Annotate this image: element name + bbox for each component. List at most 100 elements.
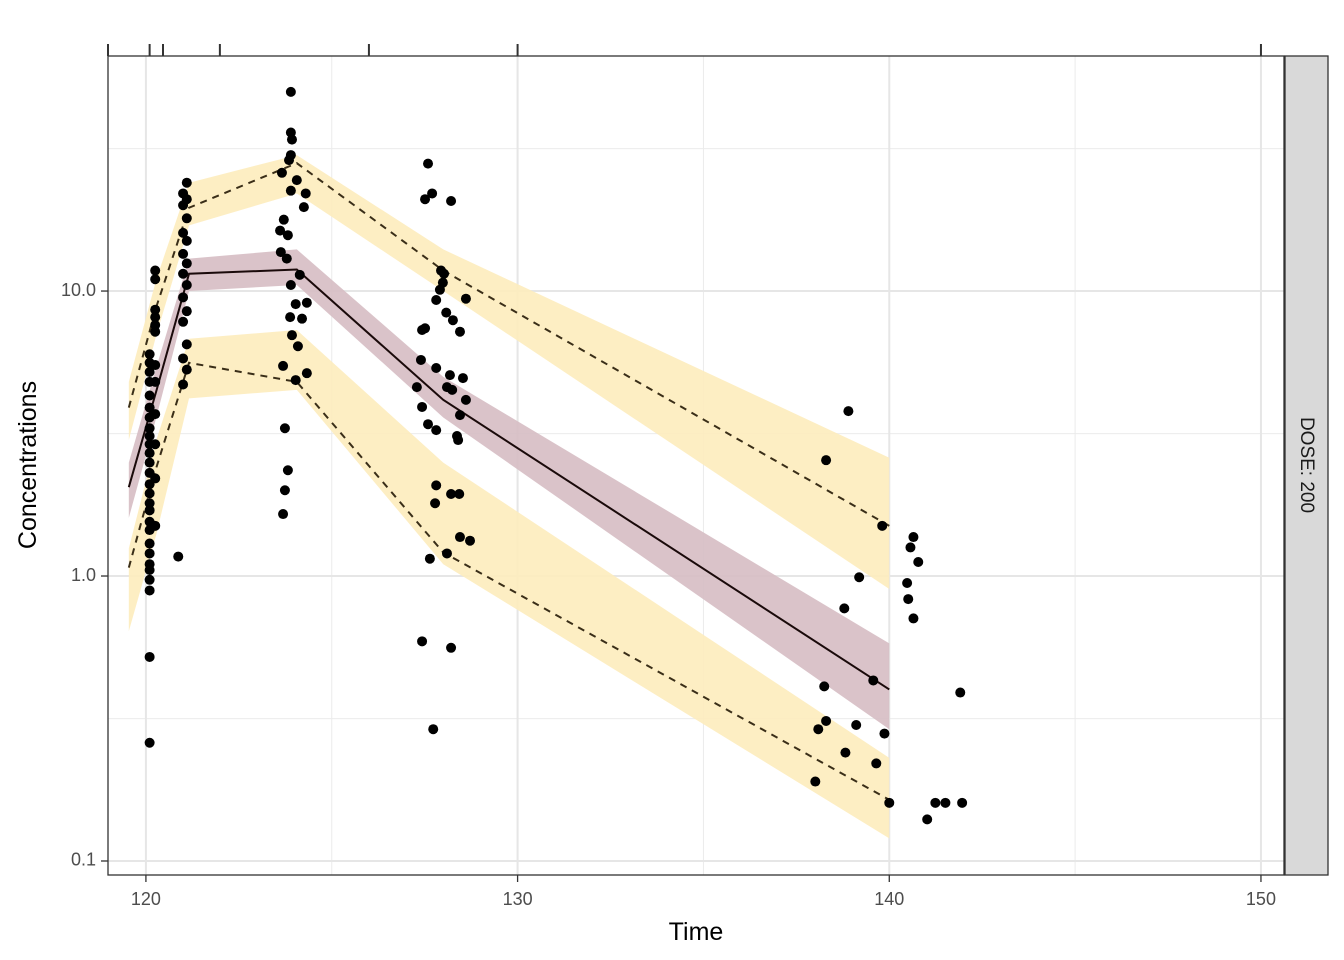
observation	[144, 457, 155, 468]
observation	[298, 202, 309, 213]
observation	[453, 435, 464, 446]
observation	[144, 505, 155, 516]
observation	[810, 776, 821, 787]
observation	[282, 230, 293, 241]
observation	[441, 307, 452, 318]
observation	[144, 402, 155, 413]
observation	[144, 574, 155, 585]
prediction-band	[128, 329, 890, 839]
observation	[281, 253, 292, 264]
observation	[821, 715, 832, 726]
observation	[444, 370, 455, 381]
observation	[439, 268, 449, 279]
observation	[144, 559, 155, 570]
observation	[930, 797, 941, 808]
observation	[150, 376, 161, 387]
panel-border	[107, 55, 1285, 876]
observation	[285, 86, 296, 97]
observation	[144, 651, 155, 662]
observation	[884, 797, 895, 808]
observation	[454, 326, 465, 337]
observation	[902, 578, 913, 589]
observation	[843, 406, 854, 417]
x-tick-label: 140	[874, 889, 904, 909]
observation	[178, 188, 189, 199]
observation	[854, 572, 865, 583]
observation	[285, 185, 296, 196]
observation	[819, 681, 830, 692]
observation	[144, 585, 155, 596]
observation	[181, 280, 192, 291]
prediction-band	[128, 155, 890, 590]
observation	[279, 485, 290, 496]
observation	[276, 167, 287, 178]
observation	[278, 360, 289, 371]
facet-strip	[1284, 55, 1329, 876]
observation	[955, 687, 966, 698]
observation	[285, 127, 296, 138]
y-tick-label: 1.0	[71, 565, 96, 585]
observation	[181, 306, 192, 317]
observation	[877, 520, 888, 531]
points	[144, 86, 968, 825]
observation	[454, 532, 465, 543]
y-tick-label: 0.1	[71, 850, 96, 870]
observation	[181, 213, 192, 224]
observation	[839, 603, 850, 614]
observation	[286, 330, 297, 341]
observation	[278, 214, 289, 225]
observation	[144, 423, 155, 434]
observation	[150, 409, 161, 420]
observation	[290, 299, 301, 310]
observation	[431, 295, 442, 306]
observation	[150, 320, 161, 331]
observation	[144, 448, 155, 459]
observation	[423, 158, 434, 169]
x-tick-label: 150	[1246, 889, 1276, 909]
observation	[301, 297, 312, 308]
observation	[178, 248, 189, 259]
observation	[144, 737, 155, 748]
observation	[908, 532, 919, 543]
grid	[108, 56, 1284, 875]
observation	[150, 473, 161, 484]
observation	[428, 724, 439, 735]
x-tick-label: 130	[503, 889, 533, 909]
observation	[415, 354, 426, 365]
observation	[903, 594, 914, 605]
observation	[178, 227, 189, 238]
observation	[181, 339, 192, 350]
observation	[431, 425, 442, 436]
observation	[420, 194, 431, 205]
observation	[290, 375, 301, 386]
observation	[417, 636, 428, 647]
observation	[922, 814, 933, 825]
observation	[851, 720, 862, 731]
observation	[285, 280, 296, 291]
observation	[150, 520, 161, 531]
observation	[178, 292, 189, 303]
observation	[940, 797, 951, 808]
observation	[460, 293, 471, 304]
observation	[144, 366, 155, 377]
observation	[275, 247, 286, 258]
observation	[905, 542, 916, 553]
observation	[178, 353, 189, 364]
observation	[908, 613, 919, 624]
observation	[282, 465, 293, 476]
observation	[813, 724, 824, 735]
observation	[454, 410, 465, 421]
observation	[430, 498, 441, 509]
observation	[150, 274, 161, 285]
observation	[278, 509, 289, 520]
observation	[417, 324, 428, 335]
observation	[178, 268, 189, 279]
observation	[437, 277, 448, 288]
observation	[285, 150, 296, 161]
axes: 120 130 140 150 0.1 1.0 10.0	[61, 44, 1276, 909]
observation	[144, 430, 155, 441]
observation	[913, 556, 924, 567]
observation	[423, 419, 434, 430]
observation	[301, 368, 312, 379]
